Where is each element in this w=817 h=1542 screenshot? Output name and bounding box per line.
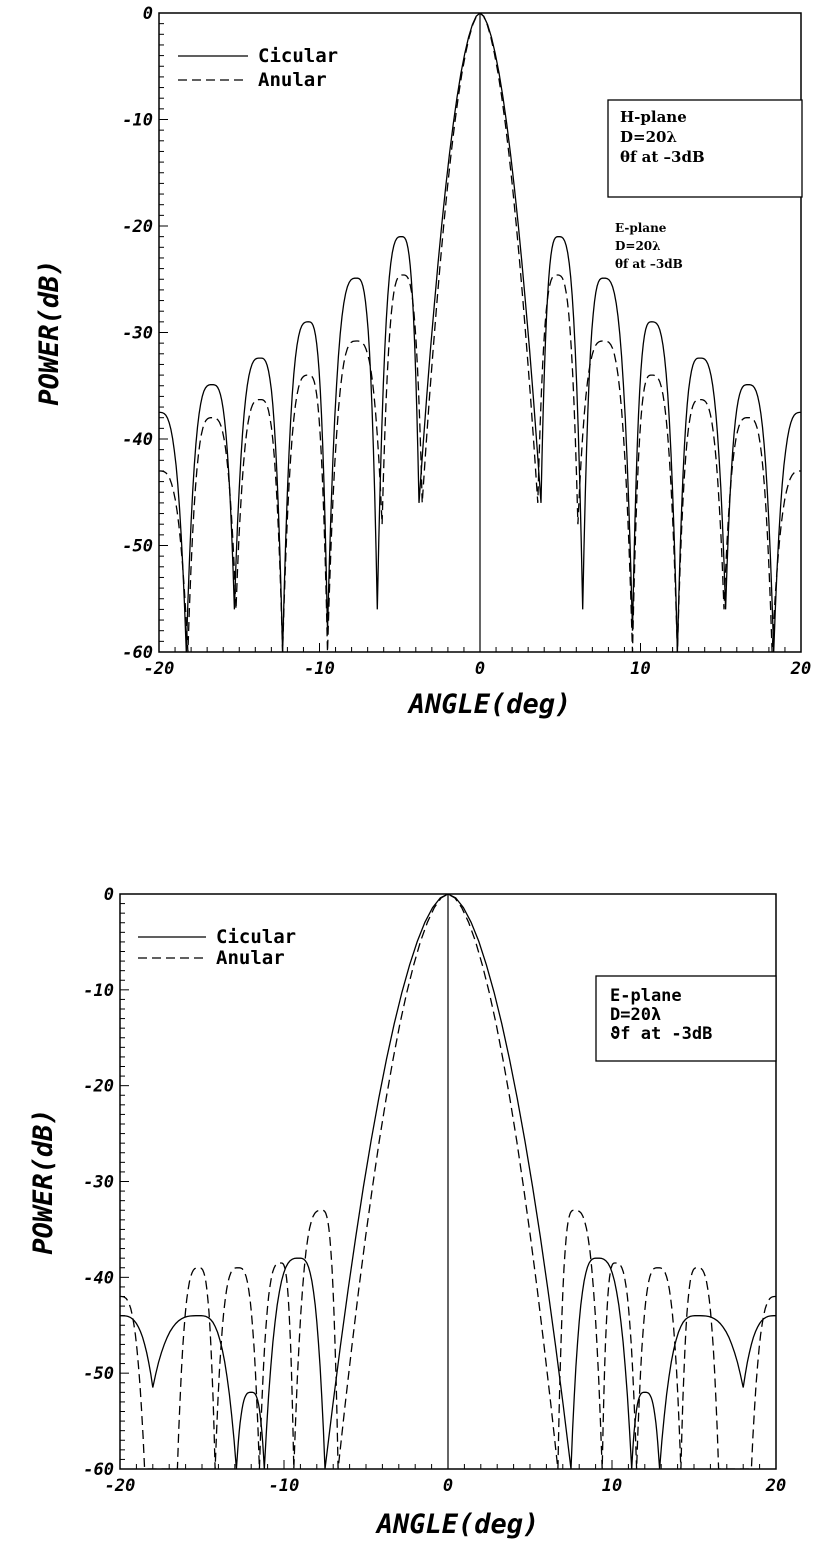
x-tick-label: 0 xyxy=(475,659,485,679)
series-line-anular xyxy=(120,894,776,1469)
x-tick-label: -20 xyxy=(144,659,175,679)
y-tick-label: 0 xyxy=(104,885,114,905)
y-tick-label: -30 xyxy=(122,324,153,344)
y-tick-label: -60 xyxy=(122,643,153,663)
annotation-line: H-plane xyxy=(620,108,687,126)
series-line-anular xyxy=(159,13,801,652)
series-line-cicular xyxy=(159,13,801,652)
annotation-text: E-plane D=20λ θf at –3dB xyxy=(615,221,683,271)
y-tick-label: -10 xyxy=(83,981,114,1001)
x-tick-label: -10 xyxy=(304,659,335,679)
legend-label: Cicular xyxy=(258,45,338,67)
y-tick-label: -60 xyxy=(83,1460,114,1480)
series-line-cicular xyxy=(120,894,776,1469)
x-axis-title: ANGLE(deg) xyxy=(407,689,572,720)
x-tick-label: 20 xyxy=(765,1476,786,1496)
x-tick-label: 10 xyxy=(630,659,650,679)
annotation-box: H-plane D=20λ θf at –3dB xyxy=(607,99,803,198)
h-plane-chart: -20 -10 0 10 20 0 -10 -20 -30 -40 -50 -60 ANGLE(deg)… xyxy=(34,4,811,720)
y-tick-label: 0 xyxy=(143,4,153,24)
annotation-line: θf at –3dB xyxy=(620,148,705,166)
axis-ticks xyxy=(119,893,777,1470)
annotation-frame xyxy=(607,99,803,198)
y-axis-title: POWER(dB) xyxy=(34,259,65,405)
y-tick-label: -40 xyxy=(83,1268,114,1288)
x-tick-label: -20 xyxy=(105,1476,136,1496)
y-tick-label: -40 xyxy=(122,430,153,450)
annotation-line: θf at –3dB xyxy=(615,257,683,271)
y-tick-label: -50 xyxy=(83,1364,114,1384)
x-axis-title: ANGLE(deg) xyxy=(375,1509,540,1540)
x-tick-label: 10 xyxy=(602,1476,622,1496)
legend-label: Anular xyxy=(216,947,285,969)
legend-label: Cicular xyxy=(216,926,296,948)
y-axis-title: POWER(dB) xyxy=(28,1108,59,1254)
y-tick-label: -50 xyxy=(122,537,153,557)
e-plane-chart: -20 -10 0 10 20 0 -10 -20 -30 -40 -50 -60 ANGLE(deg)… xyxy=(28,885,786,1540)
x-tick-label: -10 xyxy=(269,1476,300,1496)
annotation-line: D=20λ xyxy=(615,239,661,253)
annotation-line: D=20λ xyxy=(610,1005,661,1025)
y-tick-label: -20 xyxy=(122,217,153,237)
legend-label: Anular xyxy=(258,69,327,91)
annotation-line: D=20λ xyxy=(620,128,677,146)
x-tick-label: 0 xyxy=(443,1476,453,1496)
y-tick-label: -20 xyxy=(83,1077,114,1097)
annotation-line: E-plane xyxy=(610,986,682,1006)
annotation-line: E-plane xyxy=(615,221,667,235)
y-tick-label: -30 xyxy=(83,1173,114,1193)
annotation-line: ϑf at -3dB xyxy=(610,1024,712,1044)
x-tick-label: 20 xyxy=(790,659,811,679)
y-tick-label: -10 xyxy=(122,111,153,131)
annotation-frame xyxy=(595,975,777,1062)
